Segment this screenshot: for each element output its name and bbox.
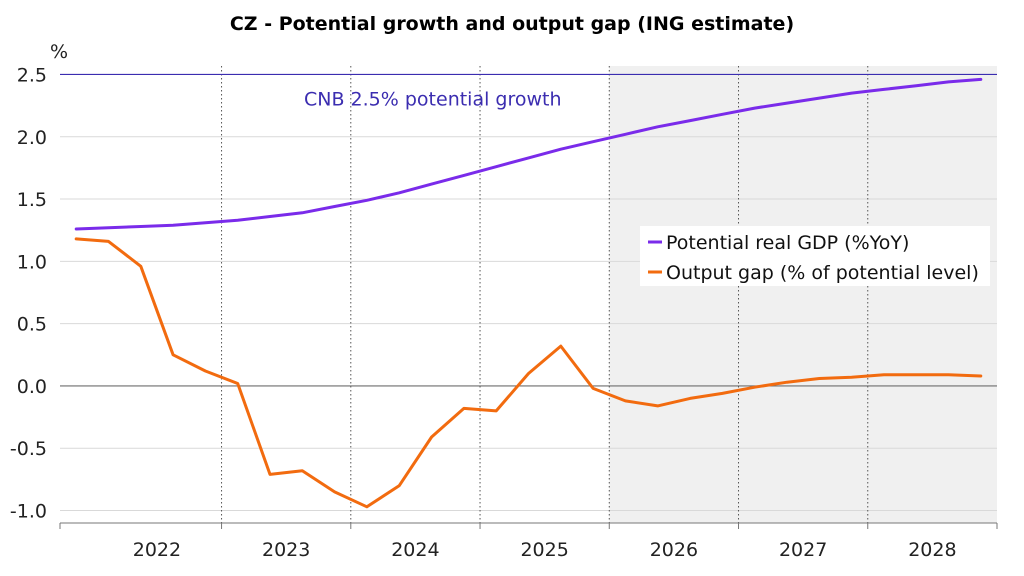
- reference-line-label: CNB 2.5% potential growth: [304, 88, 562, 110]
- series-line-output-gap: [74, 237, 983, 509]
- y-tick-label: 1.5: [17, 189, 47, 211]
- y-tick-label: 2.0: [17, 127, 47, 149]
- x-tick-label: 2024: [391, 539, 439, 561]
- y-tick-label: 0.5: [17, 314, 47, 336]
- x-tick-label: 2022: [133, 539, 181, 561]
- y-axis-tick-labels: 2.5 2.0 1.5 1.0 0.5 0.0 -0.5 -1.0: [10, 64, 47, 522]
- y-tick-label: -0.5: [10, 438, 47, 460]
- y-tick-label: 2.5: [17, 64, 47, 86]
- year-dividers: [59, 66, 998, 529]
- series-line-potential-gdp: [74, 77, 983, 231]
- y-tick-label: 0.0: [17, 376, 47, 398]
- x-tick-label: 2027: [779, 539, 827, 561]
- series-lines: [74, 77, 983, 509]
- y-tick-label: 1.0: [17, 251, 47, 273]
- y-axis-unit: %: [50, 41, 68, 63]
- x-tick-label: 2026: [650, 539, 698, 561]
- chart-title: CZ - Potential growth and output gap (IN…: [230, 13, 794, 35]
- x-tick-label: 2028: [908, 539, 956, 561]
- legend: Potential real GDP (%YoY) Output gap (% …: [640, 226, 990, 286]
- y-tick-label: -1.0: [10, 501, 47, 523]
- legend-label-output-gap: Output gap (% of potential level): [666, 262, 979, 284]
- forecast-shading: [609, 66, 997, 523]
- legend-label-potential-gdp: Potential real GDP (%YoY): [666, 232, 909, 254]
- x-axis-tick-labels: 2022 2023 2024 2025 2026 2027 2028: [133, 539, 957, 561]
- x-tick-label: 2025: [520, 539, 568, 561]
- legend-background: [640, 226, 990, 286]
- gridlines: [60, 73, 997, 512]
- x-tick-label: 2023: [262, 539, 310, 561]
